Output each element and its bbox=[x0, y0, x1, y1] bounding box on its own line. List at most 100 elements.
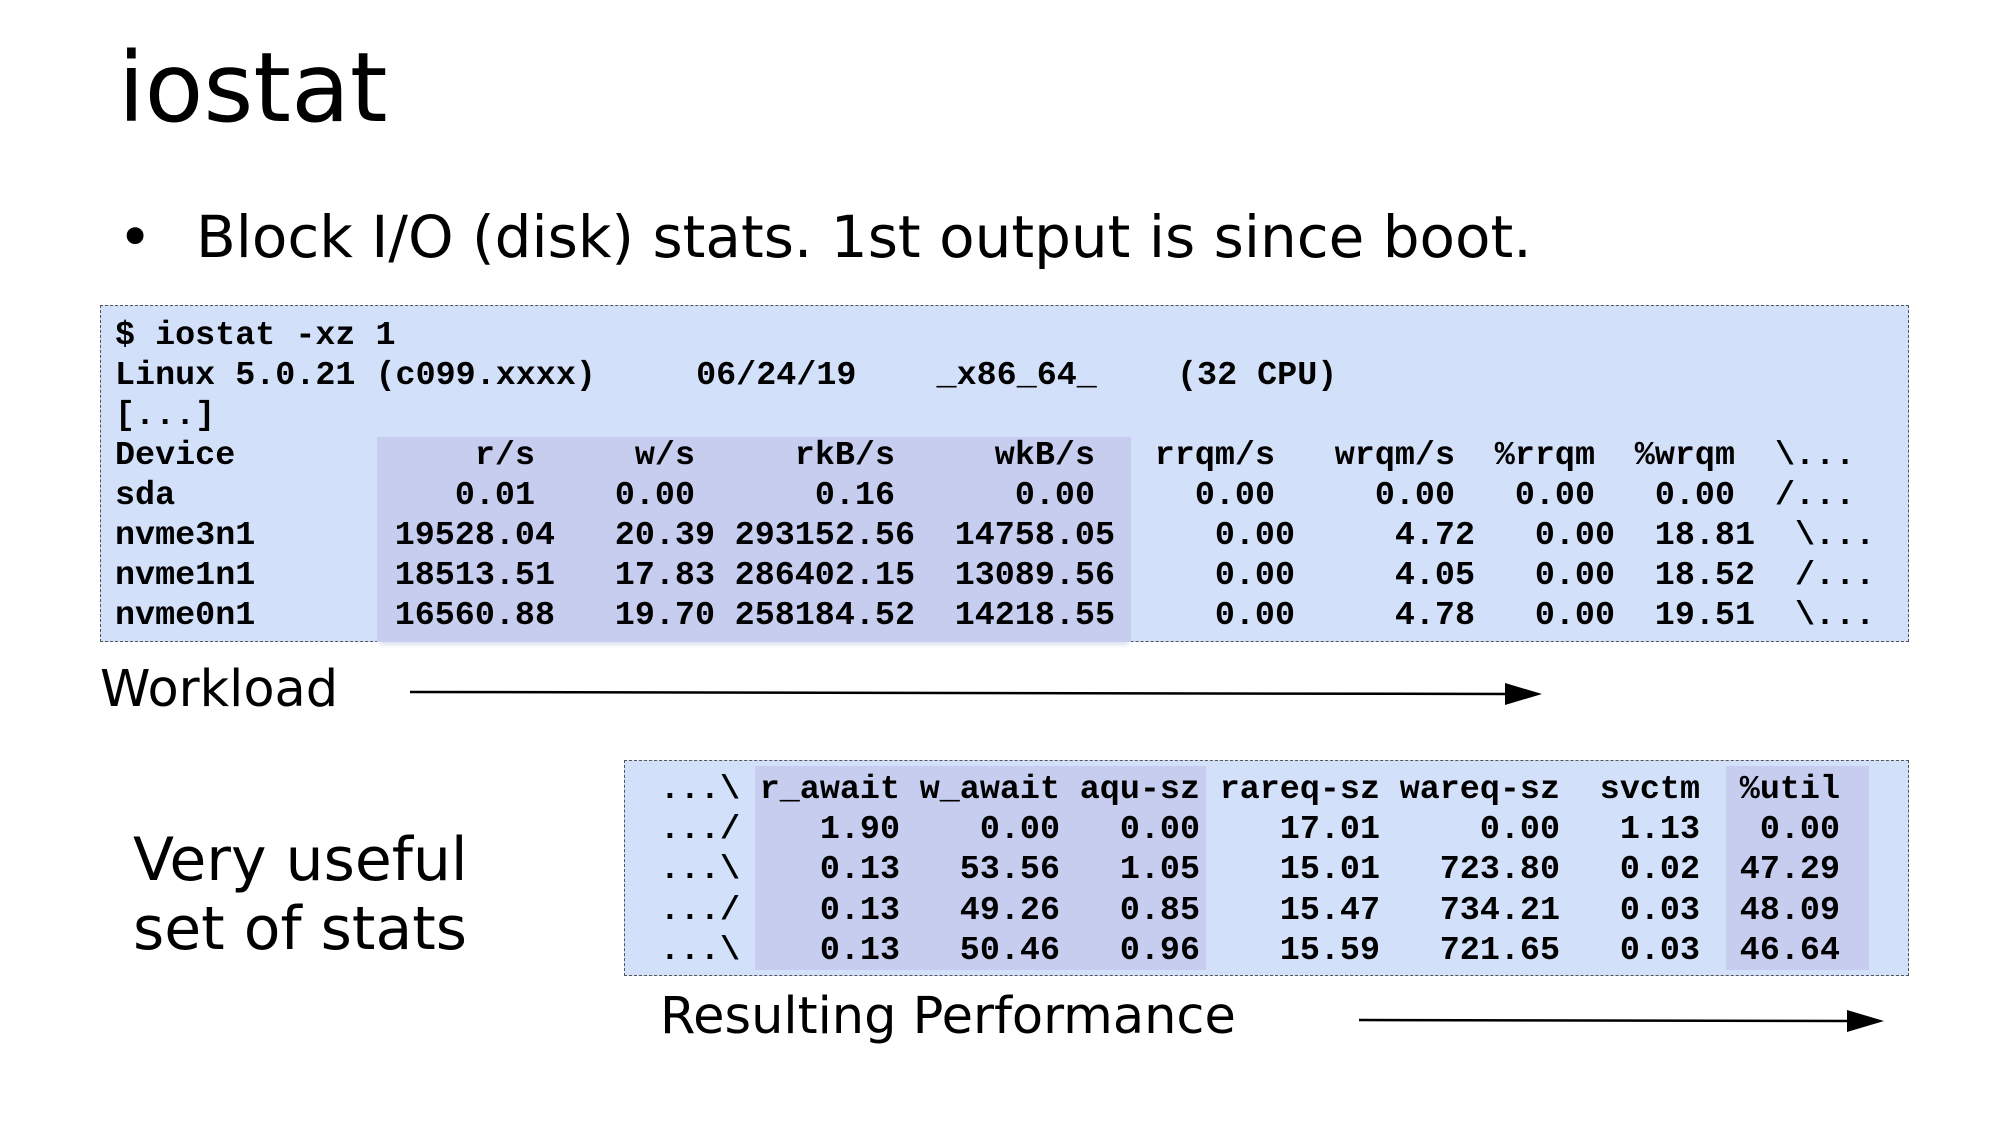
table-row: ...\ 0.13 53.56 1.05 15.01 723.80 0.02 47.29 bbox=[660, 850, 1900, 890]
cell: 0.02 bbox=[1619, 851, 1700, 890]
cell: 734.21 bbox=[1439, 891, 1560, 930]
cell: ...\ bbox=[659, 931, 740, 970]
cell: 0.00 bbox=[1214, 517, 1295, 555]
ellipsis-line: [...] bbox=[115, 397, 216, 435]
cell: 0.13 bbox=[819, 931, 900, 970]
table-header: ...\ r_await w_await aqu-sz rareq-sz wareq-sz… bbox=[660, 770, 1900, 810]
cell: 49.26 bbox=[959, 891, 1060, 930]
cell: 0.00 bbox=[1194, 477, 1275, 515]
table-header: Device r/s w/s rkB/s wkB/s rrqm/s wrqm/s %rrqm%… bbox=[115, 436, 1895, 476]
cell: nvme0n1 bbox=[115, 597, 256, 635]
cell: 0.00 bbox=[1514, 477, 1595, 515]
iostat-continued-output: ...\ r_await w_await aqu-sz rareq-sz wareq-sz… bbox=[660, 770, 1900, 970]
cell: wareq-sz bbox=[1399, 771, 1560, 809]
cell: aqu-sz bbox=[1079, 771, 1200, 809]
cell: .../ bbox=[659, 811, 740, 849]
cell: 0.00 bbox=[1119, 811, 1200, 849]
cell: 0.00 bbox=[1759, 811, 1840, 849]
cell: nvme3n1 bbox=[115, 517, 256, 555]
cell: 15.01 bbox=[1279, 851, 1380, 890]
table-row: sda 0.01 0.00 0.16 0.00 0.00 0.00 0.00 0.00 /... bbox=[115, 476, 1895, 516]
cell: 0.96 bbox=[1119, 931, 1200, 970]
cell: 0.00 bbox=[1534, 517, 1615, 555]
table-row: .../ 0.13 49.26 0.85 15.47 734.21 0.03 48.09 bbox=[660, 891, 1900, 931]
cell: .../ bbox=[659, 891, 740, 930]
cell: 0.00 bbox=[1374, 477, 1455, 515]
cell: 1.05 bbox=[1119, 851, 1200, 890]
cell: rkB/s bbox=[794, 437, 895, 475]
cell: 1.90 bbox=[819, 811, 900, 849]
cell: wrqm/s bbox=[1334, 437, 1455, 475]
table-row: nvme0n1 16560.88 19.70 258184.52 14218.55 0.0… bbox=[115, 596, 1895, 636]
cell: 0.00 bbox=[979, 811, 1060, 849]
cell: 50.46 bbox=[959, 931, 1060, 970]
cell: 293152.56 bbox=[734, 517, 915, 555]
table-row: .../ 1.90 0.00 0.00 17.01 0.00 1.13 0.00 bbox=[660, 810, 1900, 850]
table-row: nvme1n1 18513.51 17.83 286402.15 13089.56 0.0… bbox=[115, 556, 1895, 596]
performance-arrow bbox=[1358, 1010, 1884, 1032]
workload-arrow bbox=[409, 683, 1542, 705]
cell: 19.70 bbox=[614, 597, 715, 635]
cell: 0.13 bbox=[819, 851, 900, 890]
cell: 18513.51 bbox=[394, 557, 555, 595]
slide-title: iostat bbox=[118, 32, 388, 144]
cell: 0.00 bbox=[1214, 557, 1295, 595]
table-row: ...\ 0.13 50.46 0.96 15.59 721.65 0.03 46.64 bbox=[660, 931, 1900, 971]
cell: 18.52 bbox=[1654, 557, 1755, 595]
cell: 0.00 bbox=[1214, 597, 1295, 635]
cell: 15.47 bbox=[1279, 891, 1380, 930]
cell: nvme1n1 bbox=[115, 557, 256, 595]
workload-highlight bbox=[377, 437, 1131, 642]
cell: \... bbox=[1795, 517, 1876, 555]
cell: 53.56 bbox=[959, 851, 1060, 890]
cell: /... bbox=[1775, 477, 1856, 515]
system-info-line: Linux 5.0.21 (c099.xxxx) 06/24/19 _x86_6… bbox=[115, 357, 1338, 395]
cell: ...\ bbox=[659, 851, 740, 890]
command-line: $ iostat -xz 1 bbox=[115, 317, 396, 355]
cell: Device bbox=[115, 437, 236, 475]
cell: 0.03 bbox=[1619, 891, 1700, 930]
cell: rrqm/s bbox=[1154, 437, 1275, 475]
cell: 0.00 bbox=[614, 477, 695, 515]
stats-caption-line-2: set of stats bbox=[133, 894, 468, 964]
cell: 19528.04 bbox=[394, 517, 555, 555]
util-highlight bbox=[1726, 766, 1869, 970]
cell: 4.78 bbox=[1394, 597, 1475, 635]
cell: 13089.56 bbox=[954, 557, 1115, 595]
bullet-point: • Block I/O (disk) stats. 1st output is s… bbox=[118, 208, 1532, 266]
cell: %util bbox=[1739, 771, 1840, 809]
cell: 0.00 bbox=[1014, 477, 1095, 515]
stats-caption-line-1: Very useful bbox=[133, 825, 468, 895]
cell: 14758.05 bbox=[954, 517, 1115, 555]
cell: 0.00 bbox=[1534, 557, 1615, 595]
cell: %rrqm bbox=[1494, 437, 1595, 475]
cell: /... bbox=[1795, 557, 1876, 595]
cell: 46.64 bbox=[1739, 931, 1840, 970]
cell: 17.83 bbox=[614, 557, 715, 595]
cell: wkB/s bbox=[994, 437, 1095, 475]
cell: %wrqm bbox=[1634, 437, 1735, 475]
iostat-output: $ iostat -xz 1 Linux 5.0.21 (c099.xxxx) … bbox=[115, 316, 1895, 636]
cell: 0.00 bbox=[1654, 477, 1735, 515]
workload-label: Workload bbox=[100, 660, 339, 719]
cell: 723.80 bbox=[1439, 851, 1560, 890]
cell: 0.03 bbox=[1619, 931, 1700, 970]
cell: 19.51 bbox=[1654, 597, 1755, 635]
cell: w_await bbox=[919, 771, 1060, 809]
cell: \... bbox=[1775, 437, 1856, 475]
cell: w/s bbox=[634, 437, 695, 475]
cell: 1.13 bbox=[1619, 811, 1700, 849]
cell: 0.00 bbox=[1534, 597, 1615, 635]
cell: 17.01 bbox=[1279, 811, 1380, 849]
bullet-text: Block I/O (disk) stats. 1st output is si… bbox=[196, 203, 1532, 271]
stats-caption: Very useful set of stats bbox=[133, 826, 468, 964]
cell: sda bbox=[115, 477, 176, 515]
cell: 0.13 bbox=[819, 891, 900, 930]
cell: 15.59 bbox=[1279, 931, 1380, 970]
cell: 16560.88 bbox=[394, 597, 555, 635]
cell: 286402.15 bbox=[734, 557, 915, 595]
cell: 4.05 bbox=[1394, 557, 1475, 595]
latency-highlight bbox=[755, 766, 1206, 970]
cell: 48.09 bbox=[1739, 891, 1840, 930]
